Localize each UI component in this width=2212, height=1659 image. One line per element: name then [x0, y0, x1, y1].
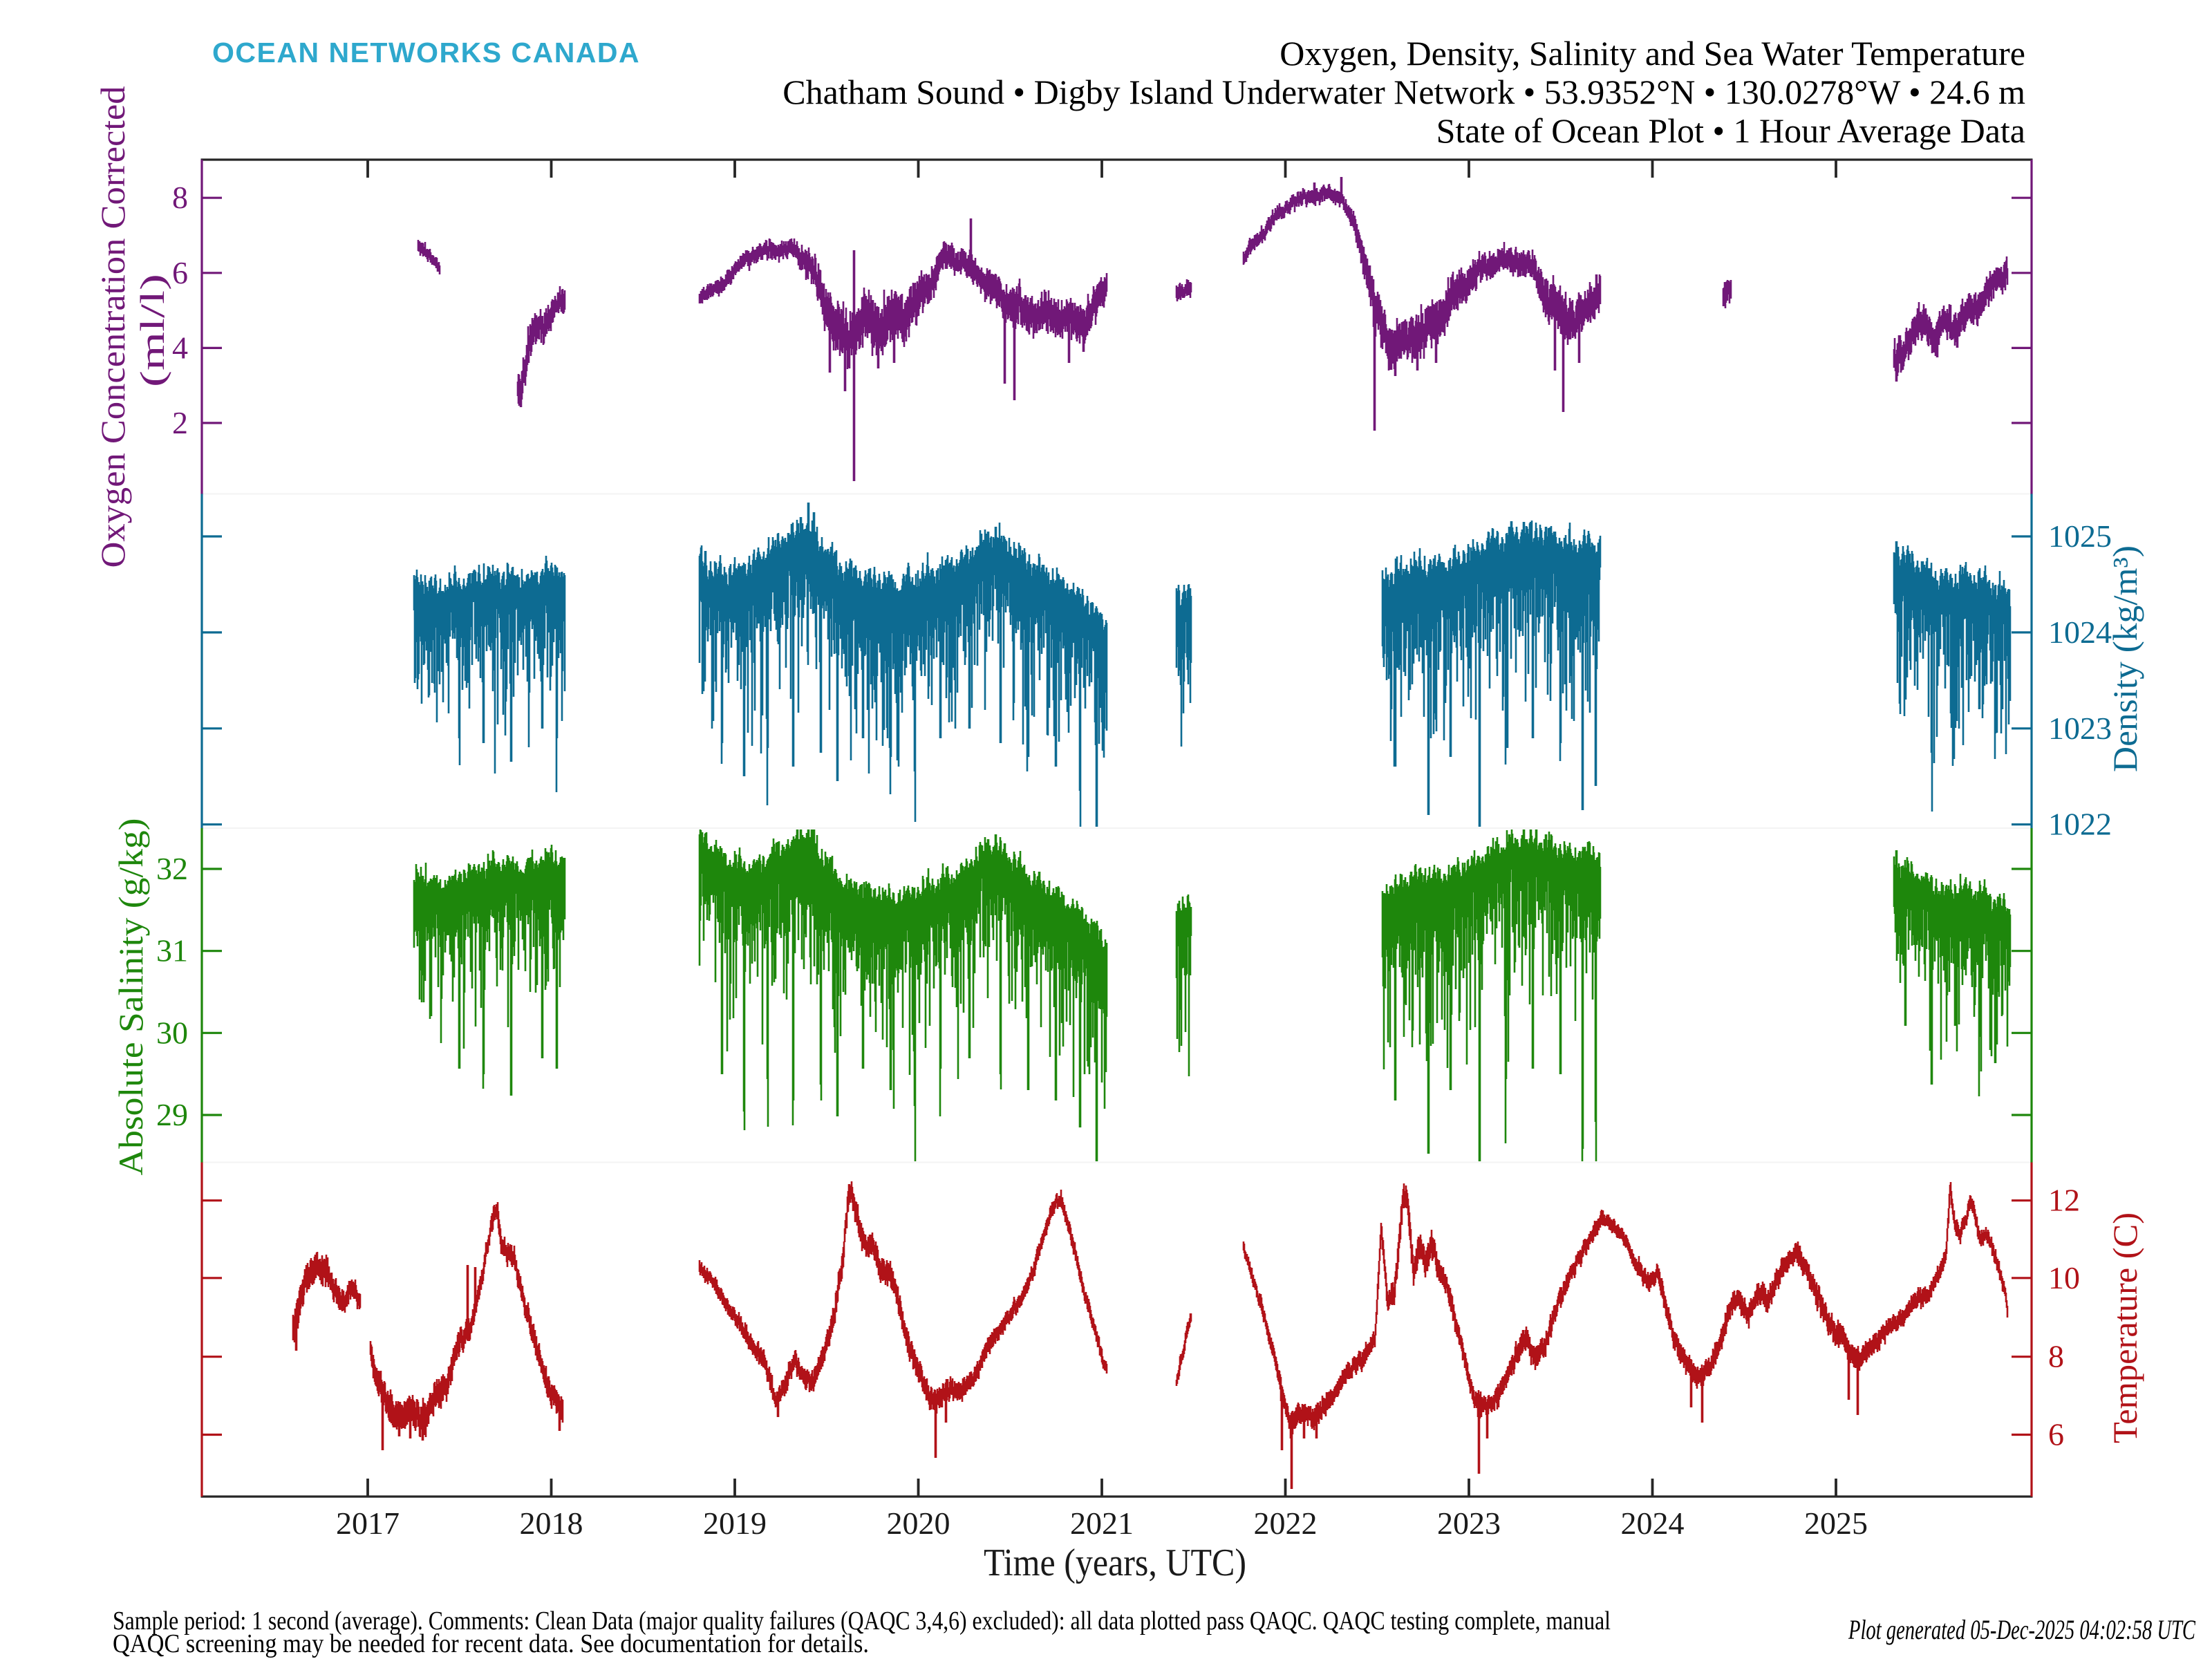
svg-text:Chatham Sound • Digby Island U: Chatham Sound • Digby Island Underwater … [782, 73, 2025, 111]
svg-text:2022: 2022 [1254, 1506, 1318, 1541]
svg-text:2017: 2017 [336, 1506, 400, 1541]
svg-text:Sample period: 1 second (avera: Sample period: 1 second (average). Comme… [113, 1606, 1611, 1635]
svg-text:Time (years, UTC): Time (years, UTC) [984, 1541, 1246, 1584]
svg-text:2024: 2024 [1621, 1506, 1685, 1541]
svg-text:1025: 1025 [2048, 518, 2112, 554]
svg-text:29: 29 [156, 1097, 188, 1132]
svg-text:2021: 2021 [1070, 1506, 1134, 1541]
svg-text:(ml/l): (ml/l) [133, 274, 171, 387]
svg-text:32: 32 [156, 851, 188, 886]
svg-text:Temperature (C): Temperature (C) [2106, 1212, 2144, 1443]
svg-text:8: 8 [172, 180, 188, 215]
svg-text:12: 12 [2048, 1183, 2080, 1218]
svg-text:30: 30 [156, 1015, 188, 1050]
svg-text:10: 10 [2048, 1260, 2080, 1295]
svg-text:Oxygen Concentration Corrected: Oxygen Concentration Corrected [93, 86, 132, 568]
svg-text:6: 6 [172, 255, 188, 290]
svg-text:1024: 1024 [2048, 615, 2112, 650]
svg-text:1023: 1023 [2048, 711, 2112, 746]
svg-text:QAQC screening may be needed f: QAQC screening may be needed for recent … [113, 1629, 869, 1658]
svg-text:1022: 1022 [2048, 807, 2112, 842]
svg-text:Density (kg/m³): Density (kg/m³) [2106, 545, 2144, 772]
svg-text:4: 4 [172, 330, 188, 365]
svg-text:2023: 2023 [1437, 1506, 1501, 1541]
svg-text:2018: 2018 [520, 1506, 583, 1541]
svg-text:8: 8 [2048, 1339, 2064, 1374]
svg-text:2: 2 [172, 405, 188, 440]
svg-text:State of Ocean Plot • 1 Hour A: State of Ocean Plot • 1 Hour Average Dat… [1436, 111, 2025, 150]
svg-text:31: 31 [156, 933, 188, 968]
svg-text:6: 6 [2048, 1417, 2064, 1452]
svg-text:2020: 2020 [887, 1506, 950, 1541]
svg-text:Absolute Salinity (g/kg): Absolute Salinity (g/kg) [111, 818, 150, 1176]
svg-text:2025: 2025 [1804, 1506, 1868, 1541]
svg-text:Oxygen, Density, Salinity and: Oxygen, Density, Salinity and Sea Water … [1280, 34, 2025, 73]
svg-text:OCEAN NETWORKS CANADA: OCEAN NETWORKS CANADA [212, 37, 640, 68]
svg-text:2019: 2019 [703, 1506, 767, 1541]
svg-text:Plot generated 05-Dec-2025 04:: Plot generated 05-Dec-2025 04:02:58 UTC [1848, 1614, 2196, 1645]
